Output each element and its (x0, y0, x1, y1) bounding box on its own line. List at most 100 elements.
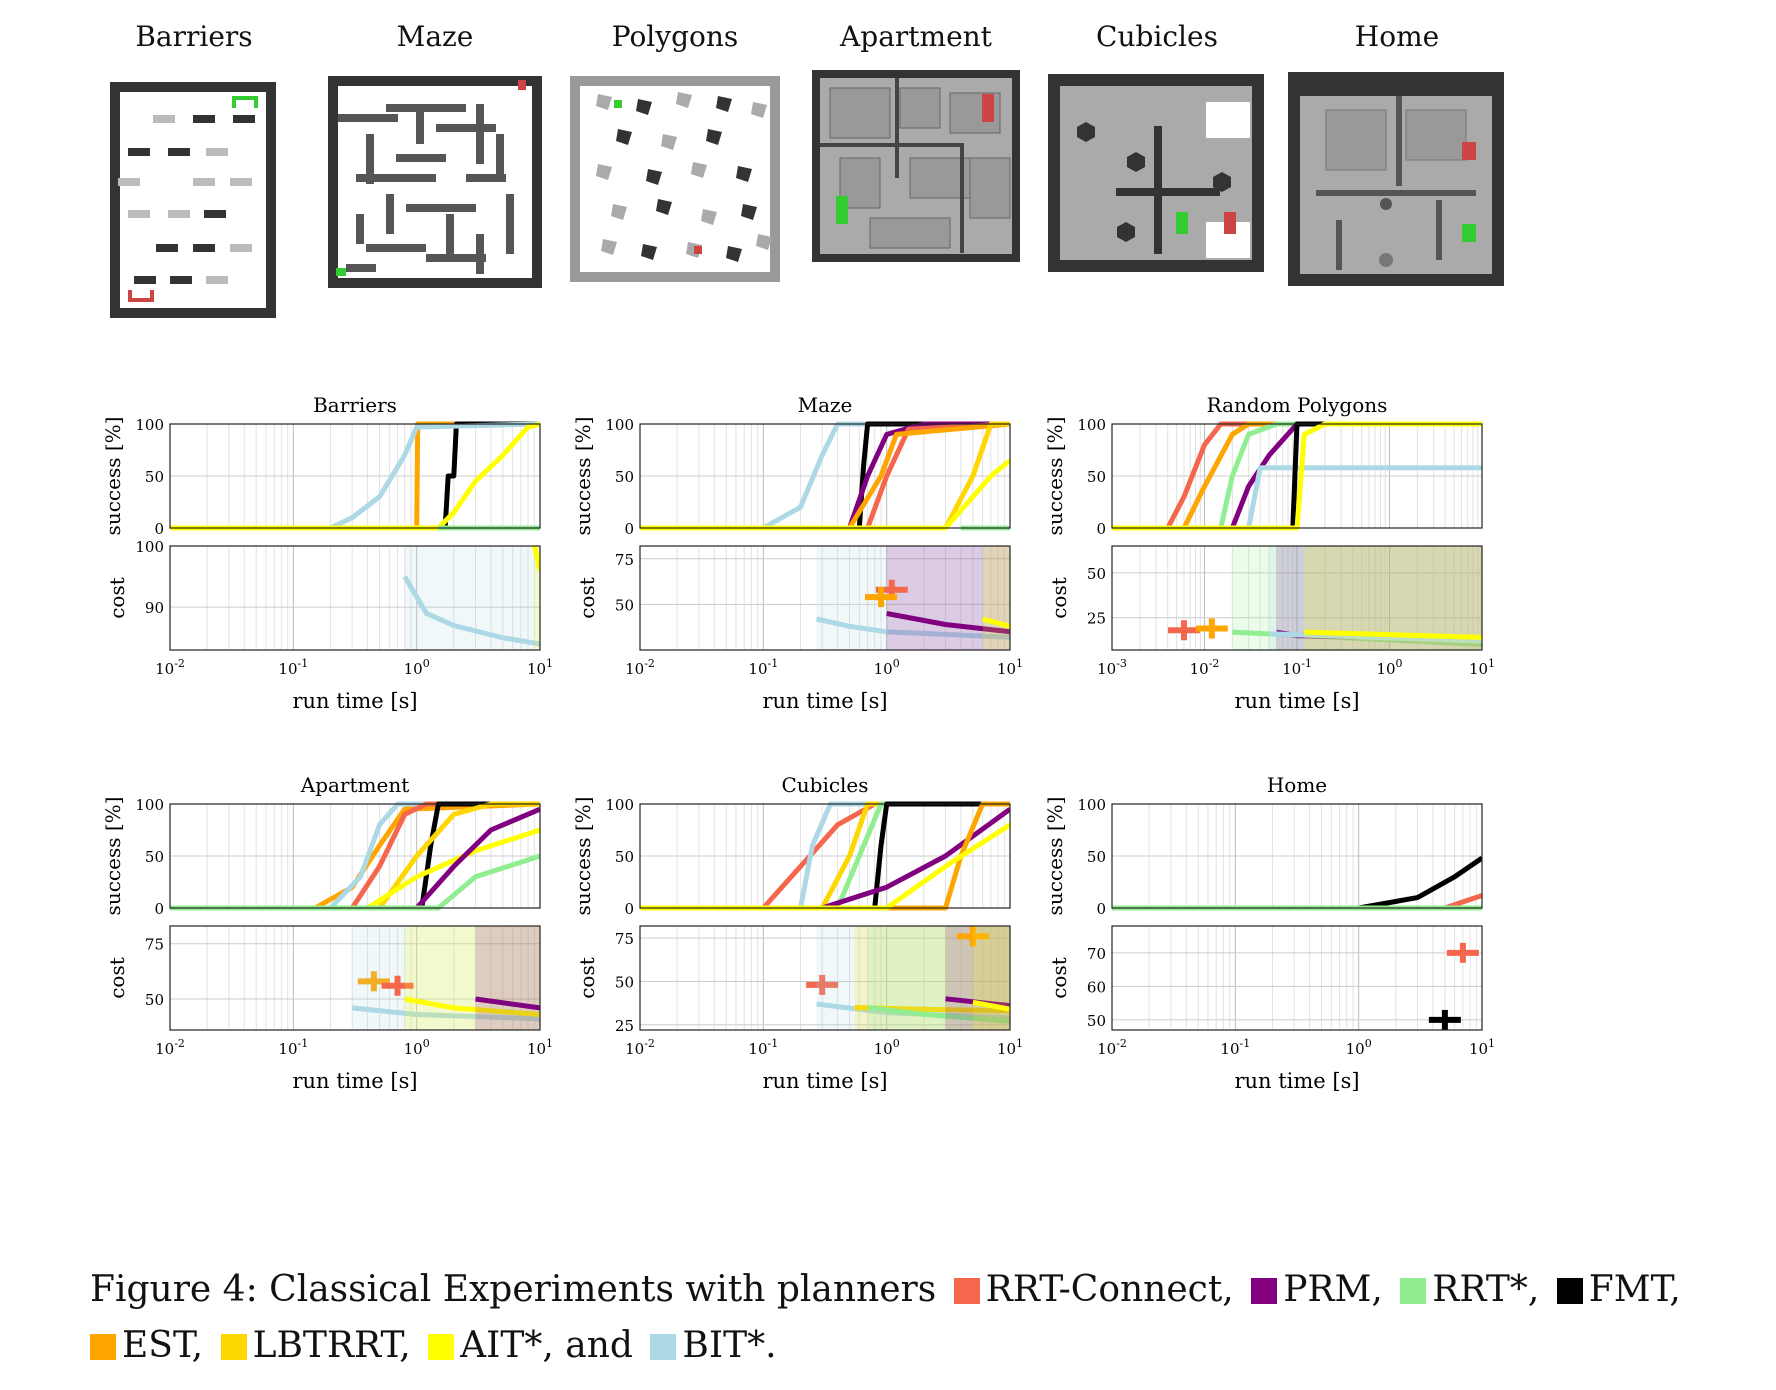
cost-band-prm (945, 926, 1010, 1030)
legend-label-ait-star: AIT*, and (460, 1325, 633, 1366)
cost-line-bit-star (402, 575, 540, 647)
y-tick-label: 50 (1087, 1012, 1106, 1030)
y-tick-label: 0 (624, 900, 634, 918)
legend-label-est: EST, (122, 1325, 204, 1366)
success-line-ait-star (170, 827, 540, 911)
x-tick-label: 10-2 (1097, 1037, 1127, 1058)
cost-axes (169, 545, 541, 651)
y-tick-label: 0 (1096, 900, 1106, 918)
success-axes (639, 423, 1011, 529)
y-tick-label: 25 (615, 1017, 634, 1035)
y-tick-label: 50 (145, 468, 164, 486)
x-tick-label: 101 (527, 1037, 553, 1058)
success-axes (639, 803, 1011, 909)
figure-caption: Figure 4: Classical Experiments with pla… (90, 1262, 1730, 1374)
legend-swatch-ait-star (428, 1334, 455, 1360)
y-axis-label-cost: cost (575, 577, 599, 619)
cost-line-ait-star (1304, 629, 1482, 640)
success-axes (169, 423, 541, 529)
y-tick-label: 25 (1087, 610, 1106, 628)
y-axis-label-cost: cost (105, 577, 129, 619)
y-axis-label-success: success [%] (571, 797, 595, 916)
chart-random-polygons: Random Polygons 0 50 100 25 50 10-3 10-2 10-1 100… (1043, 393, 1495, 713)
cost-band-ait-star (982, 546, 1010, 650)
cost-band-prm (886, 546, 1010, 650)
cost-band-bit-star (404, 546, 540, 650)
legend-swatch-est (90, 1334, 116, 1360)
y-tick-label: 100 (1077, 796, 1106, 814)
environment-title: Maze (396, 20, 474, 53)
x-tick-label: 10-1 (748, 1037, 778, 1058)
chart-title: Maze (798, 393, 853, 417)
legend-swatch-fmt (1556, 1278, 1583, 1304)
cost-band-ait-star (972, 926, 1010, 1030)
x-tick-label: 10-2 (625, 657, 655, 678)
y-tick-label: 100 (135, 538, 164, 556)
x-tick-label: 101 (527, 657, 553, 678)
legend-label-prm: PRM, (1283, 1269, 1383, 1310)
x-tick-label: 10-1 (1220, 1037, 1250, 1058)
y-tick-label: 100 (135, 416, 164, 434)
x-tick-label: 101 (997, 657, 1023, 678)
cost-line-bit-star (815, 616, 1010, 640)
chart-title: Cubicles (781, 773, 868, 797)
chart-title: Random Polygons (1207, 393, 1388, 417)
y-tick-label: 0 (154, 900, 164, 918)
y-tick-label: 100 (135, 796, 164, 814)
environment-render-polygons (570, 76, 780, 282)
environment-render-home (1288, 72, 1504, 286)
legend-swatch-bit-star (650, 1334, 677, 1360)
x-axis-label: run time [s] (292, 689, 417, 713)
x-axis-label: run time [s] (762, 1069, 887, 1093)
chart-apartment: Apartment 0 50 100 50 75 10-2 10-1 100 101 run tim… (101, 773, 553, 1093)
success-axes (1111, 423, 1483, 529)
y-axis-label-success: success [%] (101, 417, 125, 536)
success-line-ait-star (640, 458, 1010, 531)
y-tick-label: 50 (1087, 848, 1106, 866)
x-tick-label: 10-2 (155, 657, 185, 678)
legend-swatch-rrt-star (1400, 1278, 1427, 1304)
y-axis-label-cost: cost (1047, 957, 1071, 999)
cost-line-ait-star (404, 996, 540, 1017)
success-line-prm (170, 806, 540, 911)
y-tick-label: 60 (1087, 978, 1106, 996)
y-axis-label-success: success [%] (101, 797, 125, 916)
cost-axes (1111, 925, 1483, 1031)
x-tick-label: 10-2 (155, 1037, 185, 1058)
environment-title: Barriers (135, 20, 253, 53)
x-tick-label: 10-2 (1190, 657, 1220, 678)
y-tick-label: 0 (154, 520, 164, 538)
environment-title: Apartment (840, 20, 992, 53)
chart-home: Home 0 50 100 50 60 70 10-2 10-1 100 101 run time [… (1043, 773, 1495, 1093)
environment-render-barriers (110, 82, 276, 318)
cost-axes (639, 925, 1011, 1031)
x-axis-label: run time [s] (1234, 689, 1359, 713)
chart-title: Home (1267, 773, 1327, 797)
x-tick-label: 100 (874, 1037, 900, 1058)
x-tick-label: 10-1 (278, 657, 308, 678)
y-axis-label-success: success [%] (1043, 797, 1067, 916)
y-axis-label-cost: cost (1047, 577, 1071, 619)
environment-render-maze (328, 76, 542, 288)
legend-swatch-rrt-connect (953, 1278, 980, 1304)
x-tick-label: 100 (404, 657, 430, 678)
cost-line-prm (886, 611, 1010, 635)
x-tick-label: 101 (1469, 657, 1495, 678)
legend-label-lbtrrt: LBTRRT, (252, 1325, 411, 1366)
x-tick-label: 100 (404, 1037, 430, 1058)
cost-line-ait-star (531, 546, 540, 572)
x-tick-label: 10-2 (625, 1037, 655, 1058)
chart-barriers: Barriers 0 50 100 90 100 10-2 10-1 100 101 run tim… (101, 393, 553, 713)
environment-render-cubicles (1048, 74, 1264, 272)
success-axes (1111, 803, 1483, 909)
chart-cubicles: Cubicles 0 50 100 25 50 75 10-2 10-1 100 101 run ti… (571, 773, 1023, 1093)
x-tick-label: 101 (1469, 1037, 1495, 1058)
cost-line-ait-star (972, 999, 1010, 1012)
cost-band-prm (475, 926, 540, 1030)
x-tick-label: 100 (874, 657, 900, 678)
x-tick-label: 10-1 (748, 657, 778, 678)
y-tick-label: 50 (1087, 565, 1106, 583)
environment-render-apartment (812, 70, 1020, 262)
legend-label-rrt-star: RRT*, (1432, 1269, 1540, 1310)
chart-maze: Maze 0 50 100 50 75 10-2 10-1 100 101 run time [s]… (571, 393, 1023, 713)
